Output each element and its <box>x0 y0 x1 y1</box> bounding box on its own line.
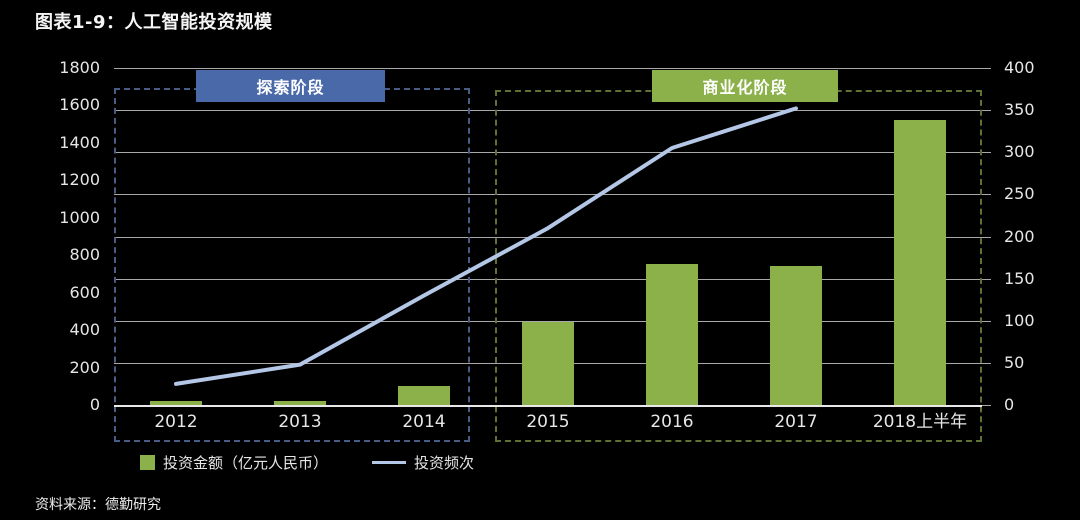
x-axis-label: 2014 <box>402 412 446 432</box>
bar-investment-amount <box>646 263 698 405</box>
legend-label: 投资频次 <box>414 454 475 472</box>
right-axis-tick <box>982 68 991 69</box>
legend-item-investment-amount: 投资金额（亿元人民币） <box>140 452 328 473</box>
bar-investment-amount <box>894 120 946 405</box>
right-axis-label: 300 <box>1004 142 1035 162</box>
x-axis-label: 2018上半年 <box>872 412 968 432</box>
x-axis-label: 2016 <box>650 412 694 432</box>
legend: 投资金额（亿元人民币） 投资频次 <box>140 452 474 473</box>
x-axis-line <box>114 405 982 407</box>
left-axis-label: 400 <box>69 320 100 340</box>
right-axis-tick <box>982 194 991 196</box>
left-axis-label: 800 <box>69 245 100 265</box>
left-axis-label: 1600 <box>59 95 100 115</box>
right-axis-label: 0 <box>1004 395 1015 414</box>
legend-line-swatch-icon <box>372 461 407 464</box>
right-axis-tick <box>982 278 991 280</box>
bar-investment-amount <box>150 401 202 405</box>
left-axis-label: 1800 <box>59 58 100 77</box>
right-axis-label: 400 <box>1004 58 1035 77</box>
bar-investment-amount <box>522 321 574 405</box>
gridline <box>114 320 982 322</box>
right-axis-tick <box>982 320 991 322</box>
bar-investment-amount <box>274 401 326 405</box>
gridline <box>114 152 982 154</box>
right-axis-tick <box>982 405 991 406</box>
x-axis-label: 2017 <box>774 412 818 432</box>
page-title: 图表1-9：人工智能投资规模 <box>35 12 273 33</box>
right-axis-label: 250 <box>1004 184 1035 204</box>
right-axis-tick <box>982 152 991 154</box>
right-axis-tick <box>982 362 991 364</box>
phase-label-commercialization: 商业化阶段 <box>652 70 838 102</box>
source-note: 资料来源：德勤研究 <box>35 497 161 513</box>
gridline <box>114 278 982 280</box>
right-axis-label: 350 <box>1004 100 1035 120</box>
left-axis-label: 1200 <box>59 170 100 190</box>
gridline <box>114 110 982 112</box>
gridline <box>114 194 982 196</box>
legend-bar-swatch-icon <box>140 455 155 470</box>
gridline <box>114 68 982 69</box>
bar-investment-amount <box>398 386 450 405</box>
right-axis-label: 200 <box>1004 226 1035 246</box>
right-axis-label: 50 <box>1004 352 1025 372</box>
right-axis-tick <box>982 110 991 112</box>
phase-label-exploration: 探索阶段 <box>196 70 385 102</box>
right-axis-label: 100 <box>1004 310 1035 330</box>
gridline <box>114 236 982 238</box>
bar-investment-amount <box>770 265 822 405</box>
x-axis-label: 2012 <box>154 412 198 432</box>
legend-label: 投资金额（亿元人民币） <box>163 454 329 472</box>
right-axis-tick <box>982 236 991 238</box>
legend-item-investment-frequency: 投资频次 <box>372 452 474 473</box>
x-axis-label: 2013 <box>278 412 322 432</box>
right-axis-label: 150 <box>1004 268 1035 288</box>
left-axis-label: 0 <box>89 395 100 414</box>
left-axis-label: 200 <box>69 357 100 377</box>
left-axis-label: 600 <box>69 282 100 302</box>
left-axis-label: 1400 <box>59 132 100 152</box>
x-axis-label: 2015 <box>526 412 570 432</box>
left-axis-label: 1000 <box>59 207 100 227</box>
